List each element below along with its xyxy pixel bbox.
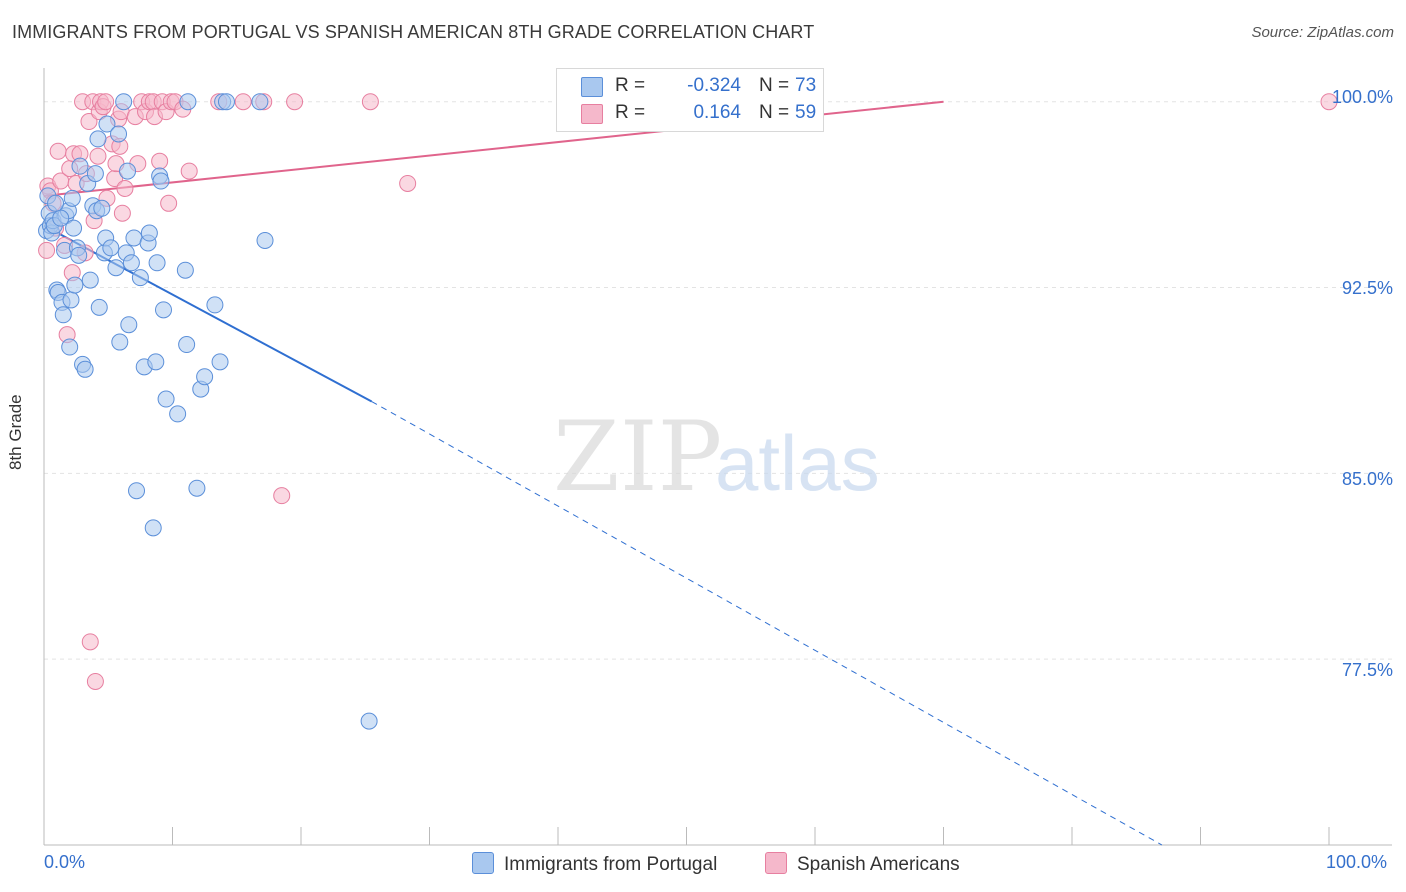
watermark-atlas: atlas bbox=[715, 419, 880, 507]
stats-legend: R = -0.324 N = 73 R = 0.164 N = 59 bbox=[556, 68, 824, 132]
data-point-spanish-americans bbox=[86, 672, 104, 690]
data-point-portugal bbox=[131, 269, 149, 287]
series-spanish-americans bbox=[38, 93, 1338, 690]
data-point-portugal bbox=[47, 194, 65, 212]
data-point-portugal bbox=[98, 115, 116, 133]
legend-item-portugal[interactable]: Immigrants from Portugal bbox=[472, 852, 717, 876]
data-point-portugal bbox=[115, 93, 133, 111]
data-point-spanish-americans bbox=[1320, 93, 1338, 111]
data-point-portugal bbox=[119, 162, 137, 180]
y-tick-label: 100.0% bbox=[1331, 87, 1393, 107]
data-point-portugal bbox=[65, 219, 83, 237]
data-point-spanish-americans bbox=[81, 633, 99, 651]
data-point-portugal bbox=[211, 353, 229, 371]
legend-label: Immigrants from Portugal bbox=[504, 854, 718, 875]
chart-title: IMMIGRANTS FROM PORTUGAL VS SPANISH AMER… bbox=[12, 22, 815, 42]
legend-n-value: 59 bbox=[795, 102, 817, 123]
legend-n-label: N = bbox=[759, 75, 790, 96]
legend-r-value: 0.164 bbox=[693, 102, 741, 123]
data-point-portugal bbox=[107, 259, 125, 277]
data-point-spanish-americans bbox=[180, 162, 198, 180]
data-point-portugal bbox=[251, 93, 269, 111]
data-point-portugal bbox=[110, 125, 128, 143]
data-point-portugal bbox=[360, 712, 378, 730]
data-point-portugal bbox=[217, 93, 235, 111]
data-point-portugal bbox=[140, 224, 158, 242]
y-axis-label: 8th Grade bbox=[6, 394, 25, 470]
data-point-portugal bbox=[147, 353, 165, 371]
legend-swatch-blue bbox=[472, 852, 494, 874]
y-tick-label: 77.5% bbox=[1341, 660, 1393, 680]
data-point-portugal bbox=[102, 239, 120, 257]
data-point-spanish-americans bbox=[89, 147, 107, 165]
data-point-spanish-americans bbox=[361, 93, 379, 111]
data-point-portugal bbox=[93, 199, 111, 217]
data-point-portugal bbox=[148, 254, 166, 272]
data-point-spanish-americans bbox=[97, 93, 115, 111]
data-point-spanish-americans bbox=[286, 93, 304, 111]
data-point-portugal bbox=[86, 165, 104, 183]
y-tick-label: 92.5% bbox=[1341, 278, 1393, 298]
watermark: ZIP atlas bbox=[553, 401, 880, 513]
legend-item-spanish-americans[interactable]: Spanish Americans bbox=[765, 852, 960, 876]
watermark-zip: ZIP bbox=[553, 401, 722, 513]
legend-swatch-pink bbox=[765, 852, 787, 874]
data-point-portugal bbox=[66, 276, 84, 294]
data-point-spanish-americans bbox=[234, 93, 252, 111]
legend-r-value: -0.324 bbox=[687, 75, 741, 96]
trend-line-portugal-projection bbox=[371, 401, 1163, 846]
data-point-spanish-americans bbox=[116, 179, 134, 197]
data-point-spanish-americans bbox=[273, 487, 291, 505]
data-point-portugal bbox=[111, 333, 129, 351]
data-point-spanish-americans bbox=[113, 204, 131, 222]
legend-n-value: 73 bbox=[795, 75, 817, 96]
legend-label: Spanish Americans bbox=[797, 854, 960, 875]
data-point-portugal bbox=[128, 482, 146, 500]
x-tick-label-max: 100.0% bbox=[1326, 852, 1388, 872]
data-point-portugal bbox=[122, 254, 140, 272]
data-point-spanish-americans bbox=[399, 174, 417, 192]
data-point-portugal bbox=[256, 231, 274, 249]
legend-r-label: R = bbox=[615, 75, 646, 96]
data-point-spanish-americans bbox=[151, 152, 169, 170]
data-point-portugal bbox=[52, 209, 70, 227]
data-point-portugal bbox=[120, 316, 138, 334]
legend-r-label: R = bbox=[615, 102, 646, 123]
data-point-portugal bbox=[81, 271, 99, 289]
data-point-portugal bbox=[125, 229, 143, 247]
data-point-portugal bbox=[54, 306, 72, 324]
data-point-portugal bbox=[90, 298, 108, 316]
data-point-portugal bbox=[188, 479, 206, 497]
legend-n-label: N = bbox=[759, 102, 790, 123]
data-point-portugal bbox=[179, 93, 197, 111]
legend-swatch-pink bbox=[581, 104, 603, 124]
data-point-portugal bbox=[176, 261, 194, 279]
data-point-portugal bbox=[62, 291, 80, 309]
y-tick-label: 85.0% bbox=[1341, 469, 1393, 489]
data-point-portugal bbox=[178, 336, 196, 354]
data-point-spanish-americans bbox=[49, 142, 67, 160]
source-label: Source: ZipAtlas.com bbox=[1251, 24, 1394, 41]
data-point-spanish-americans bbox=[80, 113, 98, 131]
legend-swatch-blue bbox=[581, 77, 603, 97]
data-point-portugal bbox=[155, 301, 173, 319]
data-point-portugal bbox=[63, 189, 81, 207]
data-point-portugal bbox=[89, 130, 107, 148]
grid-lines bbox=[44, 101, 1392, 660]
data-point-portugal bbox=[196, 368, 214, 386]
data-point-portugal bbox=[76, 360, 94, 378]
data-point-portugal bbox=[144, 519, 162, 537]
data-point-portugal bbox=[70, 246, 88, 264]
data-point-portugal bbox=[206, 296, 224, 314]
data-point-portugal bbox=[61, 338, 79, 356]
data-point-spanish-americans bbox=[38, 241, 56, 259]
data-point-portugal bbox=[169, 405, 187, 423]
data-point-portugal bbox=[152, 172, 170, 190]
data-point-portugal bbox=[157, 390, 175, 408]
series-immigrants-from-portugal bbox=[38, 93, 378, 730]
x-tick-label-min: 0.0% bbox=[44, 852, 86, 872]
data-point-portugal bbox=[71, 157, 89, 175]
data-point-spanish-americans bbox=[160, 194, 178, 212]
